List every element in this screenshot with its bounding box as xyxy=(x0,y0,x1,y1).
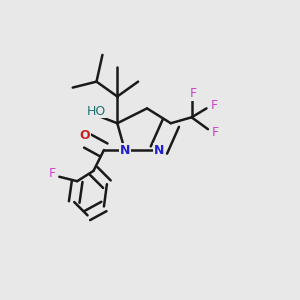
Text: N: N xyxy=(119,143,130,157)
Text: F: F xyxy=(49,167,56,180)
Text: HO: HO xyxy=(87,105,106,118)
Text: O: O xyxy=(79,129,90,142)
Text: F: F xyxy=(210,99,218,112)
Text: F: F xyxy=(212,126,219,139)
Text: F: F xyxy=(190,87,197,100)
Text: N: N xyxy=(154,143,164,157)
